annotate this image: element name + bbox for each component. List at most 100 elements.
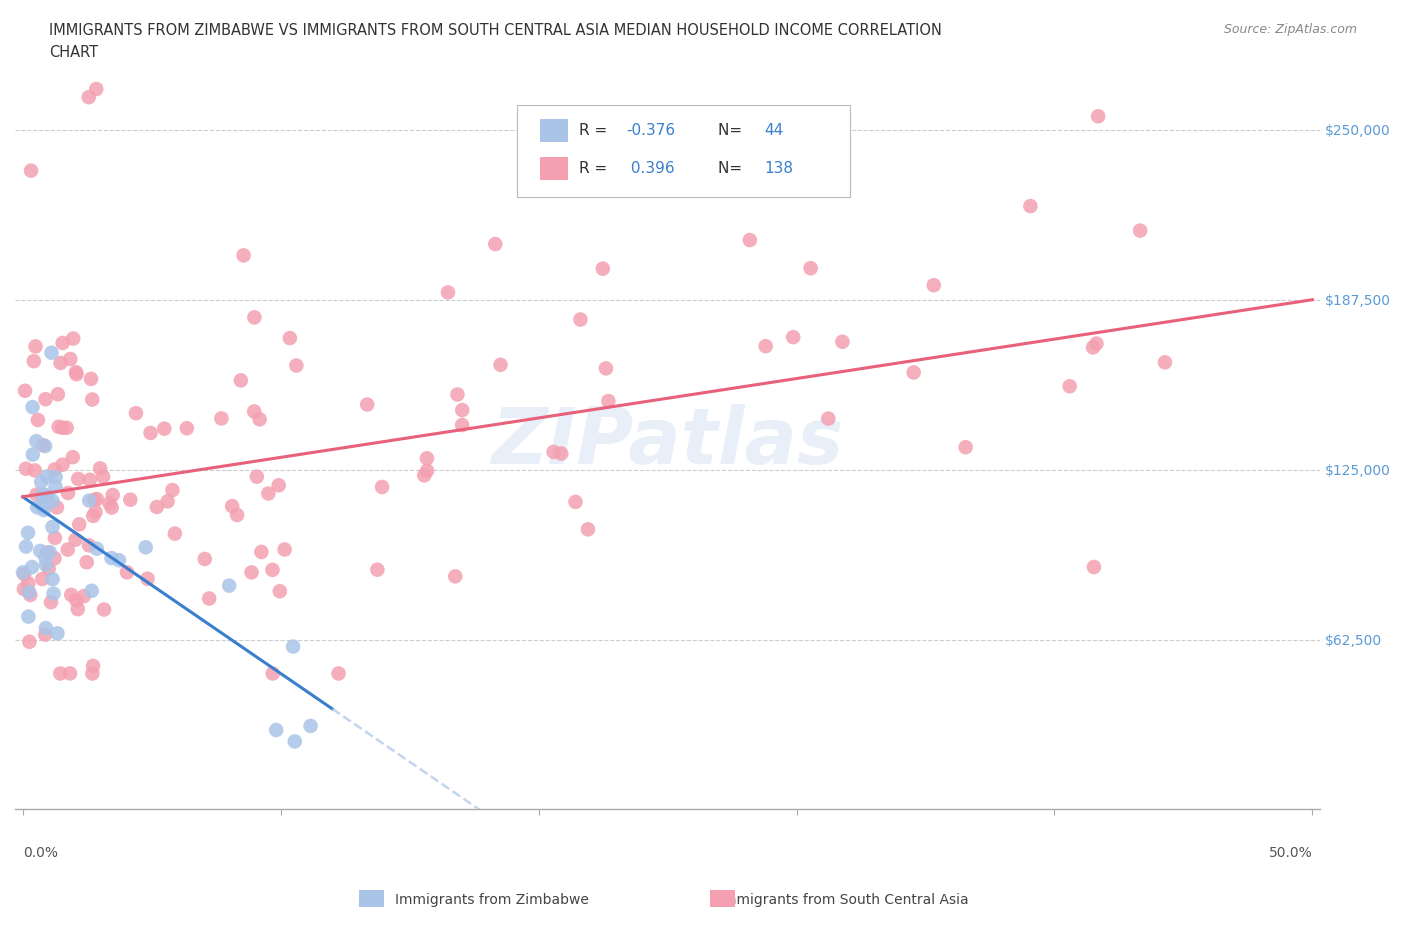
Text: 0.396: 0.396: [626, 161, 675, 176]
Point: [13, 566, 35, 581]
Point: [831, 334, 853, 349]
Point: [284, 734, 307, 749]
Text: 44: 44: [763, 123, 783, 138]
Point: [34, 493, 56, 508]
FancyBboxPatch shape: [517, 105, 851, 196]
Point: [77, 493, 100, 508]
Text: Source: ZipAtlas.com: Source: ZipAtlas.com: [1223, 23, 1357, 36]
Point: [243, 404, 266, 418]
Point: [86, 492, 108, 507]
Point: [34, 439, 56, 454]
Point: [240, 565, 263, 579]
Point: [32, 487, 55, 502]
Point: [34, 627, 56, 642]
Point: [371, 480, 394, 495]
Point: [264, 723, 287, 737]
Point: [82, 392, 104, 407]
Point: [416, 463, 439, 478]
Point: [60, 588, 83, 603]
Point: [153, 421, 176, 436]
Point: [46, 500, 69, 515]
Text: 50.0%: 50.0%: [1268, 846, 1312, 860]
Point: [44, 551, 66, 565]
Point: [1087, 109, 1109, 124]
Point: [489, 357, 512, 372]
Point: [44, 530, 66, 545]
Point: [446, 387, 468, 402]
Point: [65, 366, 87, 381]
Point: [821, 146, 844, 161]
Point: [51, 420, 73, 435]
Point: [782, 330, 804, 345]
Point: [79, 472, 101, 487]
Point: [162, 483, 184, 498]
Point: [273, 542, 295, 557]
Point: [37, 488, 59, 503]
Point: [89, 461, 111, 476]
Point: [21, 560, 44, 575]
Point: [444, 569, 467, 584]
Point: [66, 602, 89, 617]
Point: [146, 499, 169, 514]
Point: [42, 586, 65, 601]
Point: [49, 355, 72, 370]
Point: [59, 666, 82, 681]
Point: [18, 585, 41, 600]
Point: [82, 509, 104, 524]
Point: [249, 412, 271, 427]
Point: [24, 463, 46, 478]
Point: [37, 469, 59, 484]
Point: [101, 487, 124, 502]
Point: [77, 90, 100, 105]
Text: Immigrants from South Central Asia: Immigrants from South Central Asia: [718, 893, 969, 908]
Point: [59, 352, 82, 366]
Point: [73, 589, 96, 604]
Point: [564, 495, 586, 510]
Point: [922, 278, 945, 293]
Point: [65, 532, 87, 547]
Text: 0.0%: 0.0%: [22, 846, 58, 860]
Point: [1085, 336, 1108, 351]
FancyBboxPatch shape: [540, 157, 568, 180]
Point: [262, 563, 284, 578]
Point: [451, 403, 474, 418]
Point: [1129, 223, 1152, 238]
Point: [38, 561, 60, 576]
Point: [250, 545, 273, 560]
Point: [31, 499, 53, 514]
Text: ZIPatlas: ZIPatlas: [492, 405, 844, 481]
Text: N=: N=: [718, 123, 748, 138]
Point: [52, 336, 75, 351]
Point: [65, 365, 87, 379]
Point: [100, 551, 122, 565]
Point: [46, 387, 69, 402]
Point: [17, 576, 39, 591]
Point: [67, 517, 90, 532]
FancyBboxPatch shape: [540, 119, 568, 142]
Point: [49, 666, 72, 681]
Point: [135, 539, 157, 554]
Point: [24, 339, 46, 354]
Point: [156, 494, 179, 509]
Point: [14, 383, 37, 398]
Point: [269, 584, 291, 599]
Point: [1019, 199, 1042, 214]
Point: [592, 261, 614, 276]
Point: [243, 310, 266, 325]
Point: [328, 666, 350, 681]
Point: [100, 500, 122, 515]
Point: [595, 361, 617, 376]
Point: [82, 666, 104, 681]
Point: [34, 392, 56, 406]
Point: [91, 469, 114, 484]
Point: [20, 163, 42, 178]
Point: [84, 82, 107, 97]
Point: [221, 498, 243, 513]
Point: [34, 550, 56, 565]
Point: [32, 489, 55, 504]
Point: [15, 461, 38, 476]
Point: [108, 552, 131, 567]
Point: [84, 505, 107, 520]
Point: [281, 639, 304, 654]
Point: [35, 557, 58, 572]
